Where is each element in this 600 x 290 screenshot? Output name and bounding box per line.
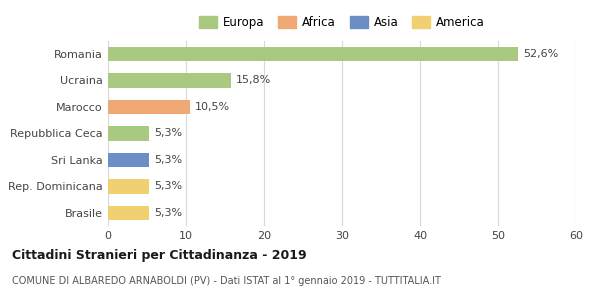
Bar <box>108 73 231 88</box>
Text: 5,3%: 5,3% <box>154 208 182 218</box>
Text: 52,6%: 52,6% <box>523 49 558 59</box>
Text: 15,8%: 15,8% <box>236 75 271 85</box>
Text: 5,3%: 5,3% <box>154 182 182 191</box>
Bar <box>108 126 149 141</box>
Text: 10,5%: 10,5% <box>194 102 230 112</box>
Text: 5,3%: 5,3% <box>154 128 182 138</box>
Text: 5,3%: 5,3% <box>154 155 182 165</box>
Text: COMUNE DI ALBAREDO ARNABOLDI (PV) - Dati ISTAT al 1° gennaio 2019 - TUTTITALIA.I: COMUNE DI ALBAREDO ARNABOLDI (PV) - Dati… <box>12 276 441 285</box>
Bar <box>108 47 518 61</box>
Bar <box>108 153 149 167</box>
Legend: Europa, Africa, Asia, America: Europa, Africa, Asia, America <box>197 13 487 31</box>
Bar <box>108 206 149 220</box>
Bar <box>108 179 149 194</box>
Text: Cittadini Stranieri per Cittadinanza - 2019: Cittadini Stranieri per Cittadinanza - 2… <box>12 249 307 262</box>
Bar <box>108 99 190 114</box>
